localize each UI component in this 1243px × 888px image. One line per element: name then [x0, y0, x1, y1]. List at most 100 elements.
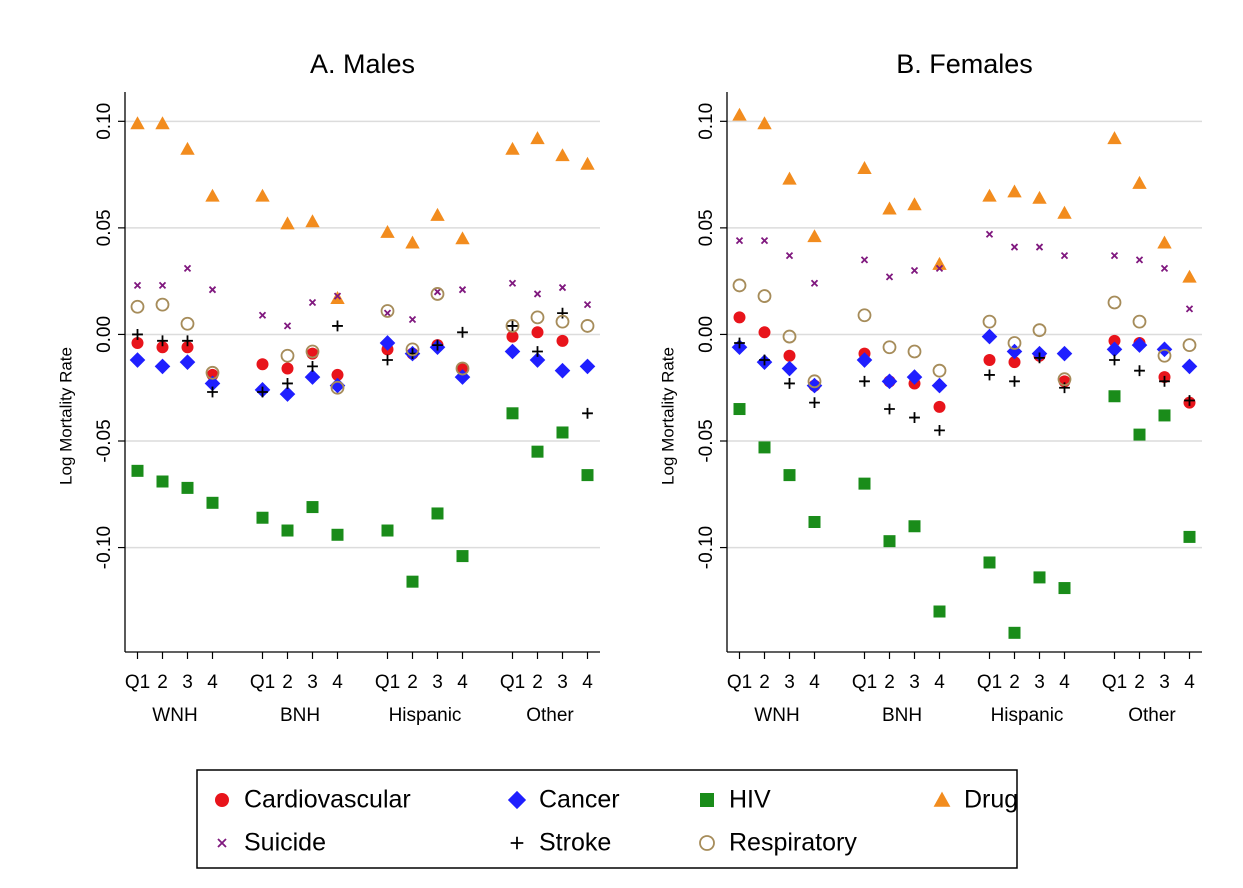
data-point: [757, 116, 772, 130]
data-point: [1184, 395, 1195, 406]
data-point: [381, 524, 394, 537]
data-point: [1135, 256, 1144, 264]
data-point: [408, 315, 417, 324]
y-tick-label: 0.10: [94, 103, 115, 140]
data-point: [331, 528, 344, 541]
data-point: [582, 407, 593, 419]
data-point: [882, 201, 897, 215]
data-point: [504, 343, 521, 360]
data-point: [380, 304, 395, 318]
x-tick-label: Q1: [852, 672, 877, 693]
data-point: [1032, 190, 1047, 204]
data-point: [281, 524, 294, 537]
data-point: [1034, 352, 1045, 364]
data-point: [557, 307, 568, 319]
data-point: [1010, 243, 1019, 251]
data-point: [1160, 264, 1169, 273]
y-tick-label: -0.05: [94, 419, 115, 462]
data-point: [883, 535, 896, 548]
data-point: [807, 229, 822, 243]
data-point: [556, 426, 569, 439]
data-point: [1032, 323, 1047, 338]
data-point: [529, 352, 546, 368]
data-point: [506, 330, 519, 343]
data-point: [806, 377, 823, 394]
data-point: [430, 287, 445, 301]
x-tick-label: Q1: [727, 672, 752, 693]
data-point: [1157, 348, 1172, 363]
data-point: [307, 361, 318, 372]
data-point: [1008, 356, 1021, 369]
data-point: [860, 256, 869, 264]
data-point: [1132, 175, 1147, 189]
x-tick-label: 4: [1184, 672, 1195, 693]
data-point: [181, 341, 194, 354]
legend-label: Suicide: [244, 829, 326, 857]
data-point: [884, 403, 895, 415]
data-point: [279, 386, 296, 402]
x-tick-label: 4: [934, 672, 945, 693]
data-point: [456, 550, 469, 563]
group-label: Hispanic: [991, 705, 1064, 726]
data-point: [131, 336, 144, 349]
data-point: [784, 378, 795, 389]
data-point: [1107, 295, 1122, 310]
data-point: [908, 520, 921, 533]
y-axis-label: Log Mortality Rate: [56, 347, 75, 485]
data-point: [379, 335, 396, 351]
data-point: [782, 171, 797, 185]
data-point: [204, 375, 221, 392]
data-point: [181, 481, 194, 494]
x-tick-label: 4: [457, 672, 468, 693]
data-point: [857, 308, 872, 323]
data-point: [207, 386, 218, 398]
data-point: [530, 310, 545, 325]
data-point: [330, 291, 345, 304]
x-tick-label: 4: [207, 672, 218, 693]
group-label: Hispanic: [389, 705, 462, 726]
data-point: [180, 141, 195, 155]
data-point: [1106, 341, 1123, 358]
data-point: [907, 197, 922, 211]
x-tick-label: 2: [1134, 672, 1145, 693]
data-point: [531, 326, 544, 339]
data-point: [759, 354, 770, 366]
data-point: [281, 362, 294, 375]
data-point: [932, 256, 947, 270]
data-point: [1007, 336, 1022, 350]
group-label: BNH: [882, 705, 922, 726]
data-point: [258, 311, 267, 319]
panel-title: A. Males: [310, 49, 415, 79]
data-point: [205, 365, 220, 380]
data-point: [329, 377, 346, 394]
legend-marker: [510, 836, 524, 850]
data-point: [530, 131, 545, 145]
data-point: [783, 469, 796, 482]
data-point: [508, 279, 517, 287]
data-point: [983, 354, 996, 367]
data-point: [935, 264, 944, 273]
data-point: [885, 273, 894, 281]
x-tick-label: 3: [557, 672, 568, 693]
data-point: [458, 286, 467, 294]
data-point: [155, 116, 170, 130]
data-point: [1109, 354, 1120, 366]
data-point: [158, 281, 167, 290]
data-point: [383, 309, 392, 317]
data-point: [1058, 582, 1071, 595]
data-point: [858, 477, 871, 490]
data-point: [1134, 365, 1145, 377]
x-tick-label: 4: [1059, 672, 1070, 693]
data-point: [1185, 305, 1194, 313]
y-tick-label: 0.05: [94, 209, 115, 246]
legend-marker: [217, 838, 227, 848]
data-point: [454, 369, 471, 385]
data-point: [208, 286, 217, 294]
x-tick-label: 3: [307, 672, 318, 693]
data-point: [133, 281, 142, 290]
data-point: [155, 297, 170, 312]
group-label: Other: [526, 705, 574, 726]
data-point: [156, 475, 169, 488]
data-point: [507, 320, 518, 332]
